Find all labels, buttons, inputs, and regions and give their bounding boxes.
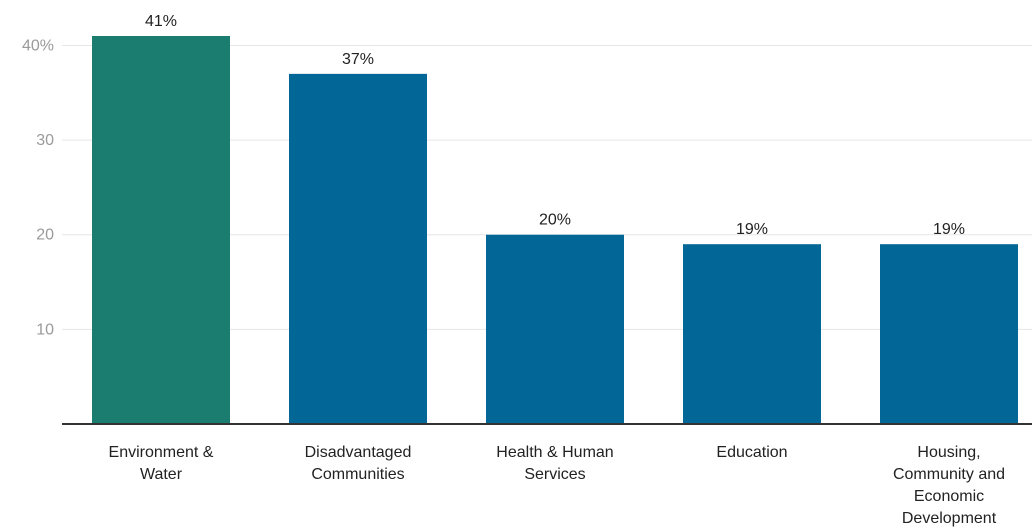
x-tick-label-line: Environment & (109, 444, 214, 461)
x-tick-label: Environment & Water (109, 444, 214, 483)
y-tick-label: 30 (36, 132, 54, 149)
x-tick-label-line: Services (524, 466, 585, 483)
y-axis: 10 20 30 40% (22, 37, 54, 338)
x-tick-label: Disadvantaged Communities (305, 444, 412, 483)
bar (486, 234, 624, 424)
y-tick-label: 10 (36, 321, 54, 338)
bar (880, 244, 1018, 424)
x-tick-label-line: Water (140, 466, 183, 483)
data-label: 37% (342, 51, 374, 68)
data-label: 19% (933, 221, 965, 238)
bar (92, 36, 230, 424)
x-tick-label-line: Health & Human (496, 444, 613, 461)
data-label: 20% (539, 212, 571, 229)
y-tick-label: 20 (36, 227, 54, 244)
x-tick-label-line: Development (902, 510, 997, 527)
x-tick-label: Health & Human Services (496, 444, 613, 483)
x-tick-label-line: Housing, (917, 444, 980, 461)
y-tick-label: 40% (22, 37, 54, 54)
x-axis: Environment & Water Disadvantaged Communiti… (109, 444, 1005, 527)
x-tick-label-line: Economic (914, 488, 984, 505)
data-label: 41% (145, 13, 177, 30)
x-tick-label-line: Disadvantaged (305, 444, 412, 461)
x-tick-label: Housing, Community and Economic Development (893, 444, 1005, 527)
x-tick-label-line: Community and (893, 466, 1005, 483)
bar (683, 244, 821, 424)
x-tick-label-line: Communities (311, 466, 404, 483)
data-label: 19% (736, 221, 768, 238)
bar (289, 73, 427, 424)
x-tick-label-line: Education (716, 444, 787, 461)
bars (92, 36, 1018, 424)
data-labels: 41% 37% 20% 19% 19% (145, 13, 965, 238)
x-tick-label: Education (716, 444, 787, 461)
